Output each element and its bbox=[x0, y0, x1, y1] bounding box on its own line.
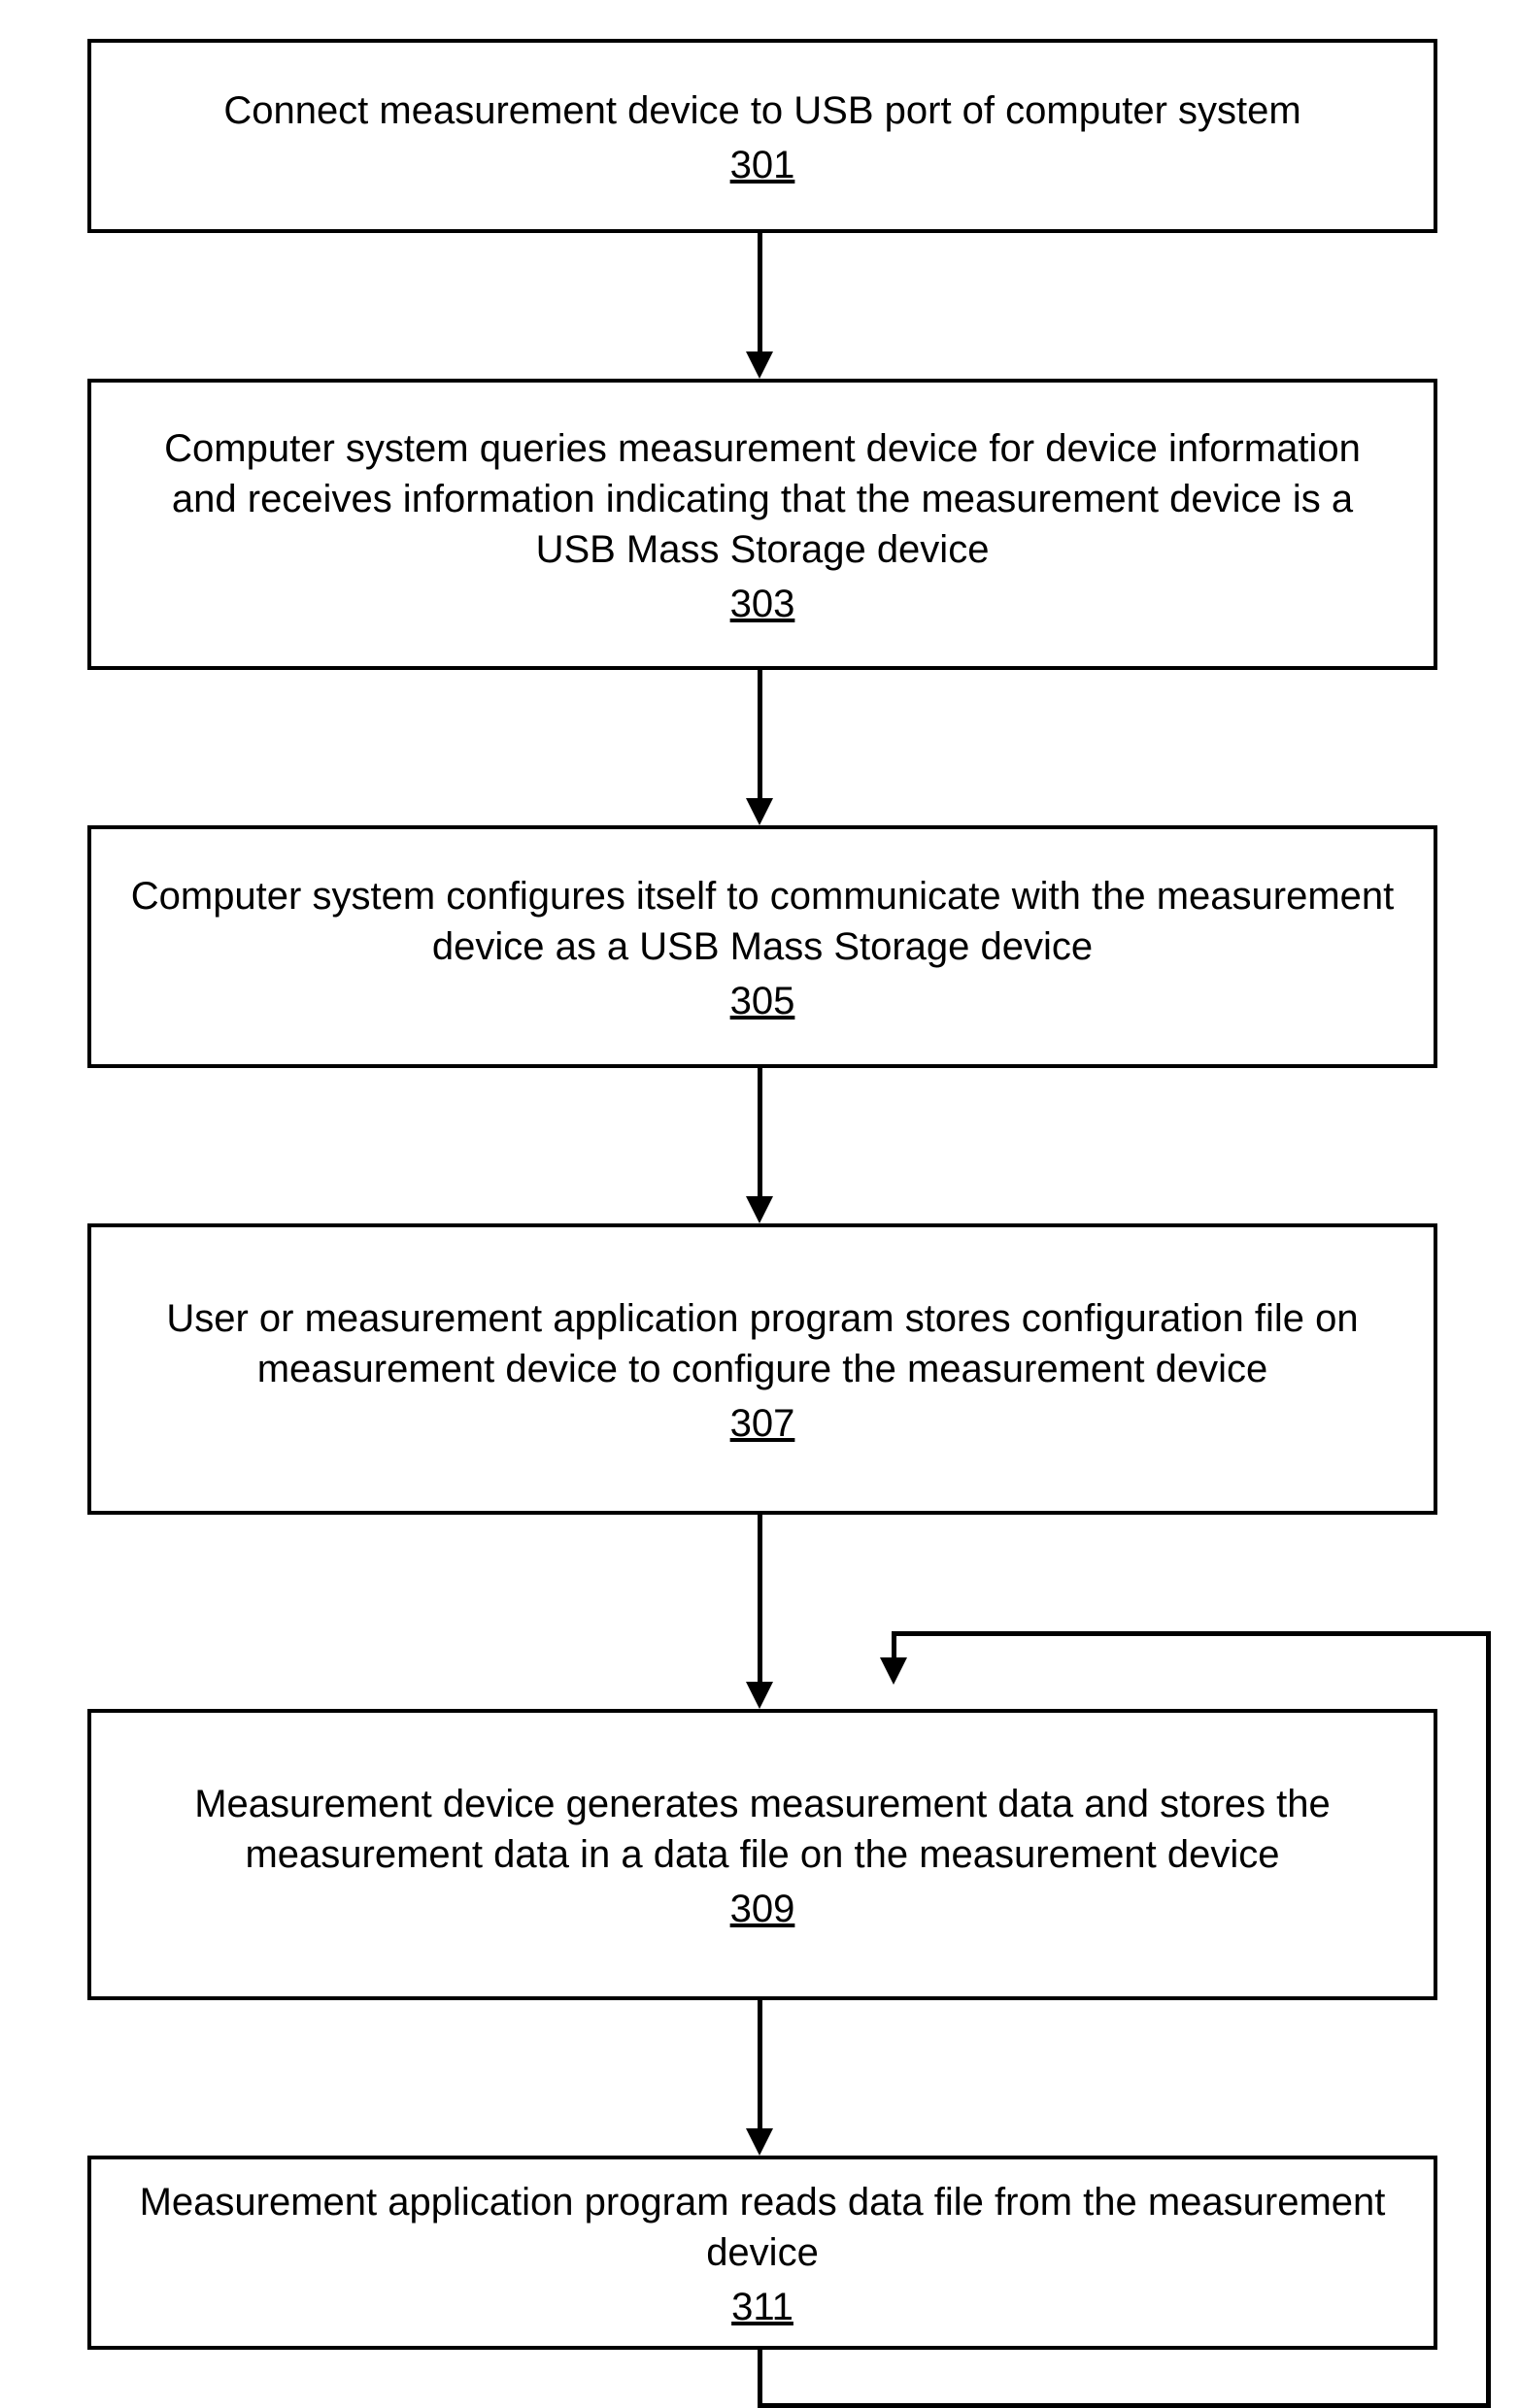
arrow-head-303-305 bbox=[746, 798, 773, 825]
arrow-head-305-307 bbox=[746, 1196, 773, 1223]
node-311-text: Measurement application program reads da… bbox=[130, 2177, 1395, 2278]
node-305-text: Computer system configures itself to com… bbox=[130, 871, 1395, 972]
arrow-307-309 bbox=[758, 1515, 762, 1685]
loop-line-right bbox=[1486, 1631, 1491, 2408]
node-309-text: Measurement device generates measurement… bbox=[130, 1779, 1395, 1880]
node-303-number: 303 bbox=[730, 583, 795, 626]
loop-line-bottom bbox=[758, 2403, 1491, 2408]
arrow-head-301-303 bbox=[746, 351, 773, 379]
loop-arrow-head bbox=[880, 1657, 907, 1685]
loop-line-merge bbox=[892, 1631, 896, 1660]
node-309-number: 309 bbox=[730, 1888, 795, 1931]
node-303-text: Computer system queries measurement devi… bbox=[130, 423, 1395, 575]
node-301-number: 301 bbox=[730, 144, 795, 187]
arrow-309-311 bbox=[758, 2000, 762, 2131]
node-301-text: Connect measurement device to USB port o… bbox=[223, 85, 1300, 136]
node-303: Computer system queries measurement devi… bbox=[87, 379, 1437, 670]
node-305: Computer system configures itself to com… bbox=[87, 825, 1437, 1068]
arrow-305-307 bbox=[758, 1068, 762, 1199]
node-309: Measurement device generates measurement… bbox=[87, 1709, 1437, 2000]
node-307: User or measurement application program … bbox=[87, 1223, 1437, 1515]
node-301: Connect measurement device to USB port o… bbox=[87, 39, 1437, 233]
loop-line-top bbox=[894, 1631, 1491, 1636]
loop-line-down bbox=[758, 2350, 762, 2408]
node-305-number: 305 bbox=[730, 980, 795, 1023]
arrow-303-305 bbox=[758, 670, 762, 801]
node-307-text: User or measurement application program … bbox=[130, 1293, 1395, 1394]
arrow-301-303 bbox=[758, 233, 762, 354]
flowchart-container: Connect measurement device to USB port o… bbox=[19, 19, 1500, 2388]
arrow-head-309-311 bbox=[746, 2128, 773, 2156]
node-311-number: 311 bbox=[731, 2286, 793, 2329]
node-311: Measurement application program reads da… bbox=[87, 2156, 1437, 2350]
node-307-number: 307 bbox=[730, 1402, 795, 1446]
arrow-head-307-309 bbox=[746, 1682, 773, 1709]
